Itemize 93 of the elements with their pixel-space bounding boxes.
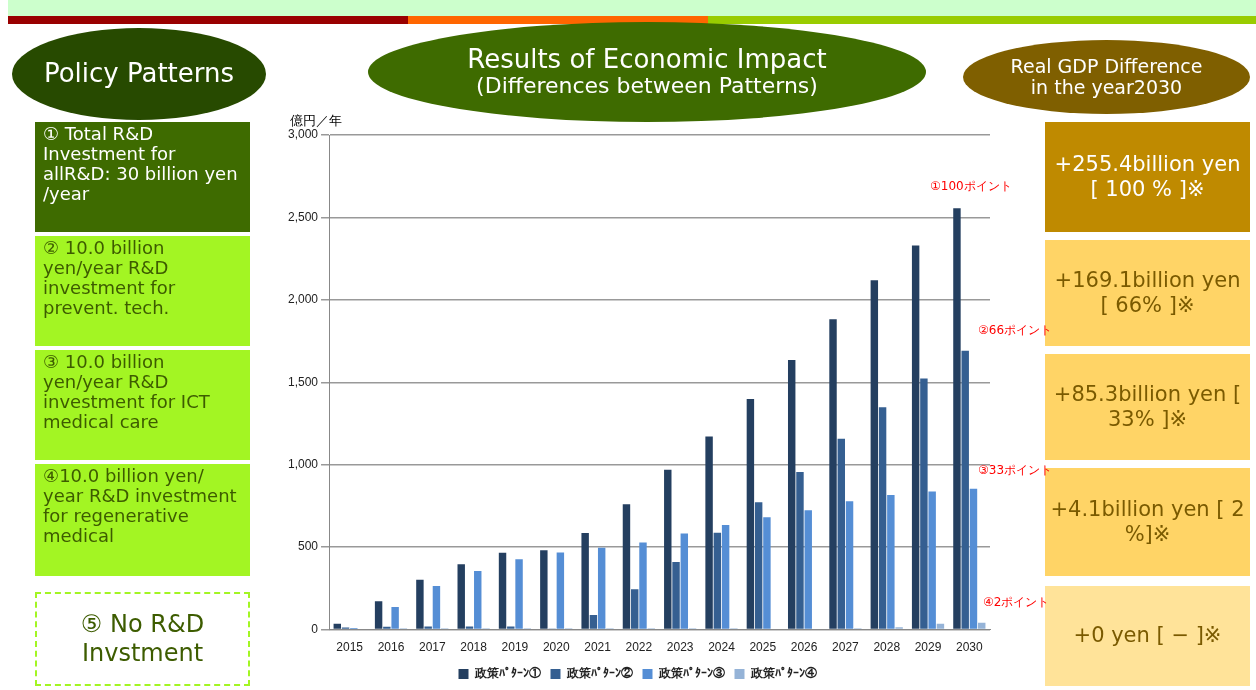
bar bbox=[465, 626, 474, 629]
x-tick-label: 2015 bbox=[336, 640, 364, 655]
bar bbox=[969, 488, 978, 629]
bar bbox=[920, 378, 928, 629]
legend-label: 政策ﾊﾟﾀｰﾝ④ bbox=[749, 666, 817, 681]
text: +169.1billion yen [ 66% ]※ bbox=[1054, 267, 1241, 317]
bar bbox=[870, 280, 879, 629]
annotation: ①100ポイント bbox=[930, 178, 1012, 195]
annotation: ②66ポイント bbox=[978, 322, 1053, 339]
bar bbox=[664, 469, 672, 629]
bar bbox=[705, 436, 713, 629]
bar bbox=[432, 585, 441, 629]
bar bbox=[581, 532, 589, 629]
text: Real GDP Difference in the year2030 bbox=[963, 40, 1250, 114]
bar bbox=[887, 494, 895, 629]
bar bbox=[936, 623, 945, 629]
x-tick-label: 2029 bbox=[914, 640, 942, 655]
bar bbox=[911, 245, 920, 629]
bar bbox=[928, 491, 936, 629]
x-tick-label: 2023 bbox=[666, 640, 694, 655]
y-tick-label: 3,000 bbox=[288, 127, 319, 142]
bar bbox=[796, 471, 804, 629]
bar bbox=[978, 622, 986, 629]
bar bbox=[556, 552, 565, 629]
bar bbox=[457, 564, 465, 629]
bar bbox=[631, 589, 639, 629]
bar bbox=[763, 517, 771, 629]
bar bbox=[961, 350, 969, 629]
text: ④10.0 billion yen/ year R&D investment for regenerative medical bbox=[35, 464, 250, 576]
bar bbox=[787, 360, 796, 629]
x-tick-label: 2030 bbox=[955, 640, 984, 655]
x-tick-label: 2025 bbox=[749, 640, 777, 655]
x-tick-label: 2022 bbox=[625, 640, 653, 655]
y-axis-title: 億円／年 bbox=[290, 112, 342, 129]
bar bbox=[374, 601, 383, 629]
bar bbox=[597, 547, 606, 629]
annotation: ④2ポイント bbox=[983, 594, 1050, 611]
annotation: ③33ポイント bbox=[978, 462, 1053, 479]
bar bbox=[721, 524, 730, 629]
text: Policy Patterns bbox=[12, 28, 266, 120]
legend-label: 政策ﾊﾟﾀｰﾝ① bbox=[473, 666, 541, 681]
y-tick-label: 2,500 bbox=[288, 209, 319, 224]
bar bbox=[639, 542, 647, 629]
bar bbox=[424, 626, 432, 629]
bar bbox=[622, 504, 631, 629]
chart-subtitle: (Differences between Patterns) bbox=[476, 73, 818, 99]
x-tick-label: 2021 bbox=[584, 640, 612, 655]
bar bbox=[837, 438, 845, 629]
text: +85.3billion yen [ 33% ]※ bbox=[1045, 354, 1250, 460]
bar bbox=[540, 550, 548, 629]
text: +4.1billion yen [ 2 %]※ bbox=[1050, 496, 1245, 546]
bar bbox=[391, 607, 399, 629]
y-tick-label: 1,000 bbox=[288, 457, 319, 472]
x-tick-label: 2020 bbox=[542, 640, 570, 655]
text: ③ 10.0 billion yen/year R&D investment for ICT medical care bbox=[35, 350, 250, 460]
bar bbox=[416, 579, 424, 629]
bar bbox=[672, 562, 680, 629]
y-tick-label: 1,500 bbox=[288, 374, 319, 389]
text: ① Total R&D Investment for allR&D: 30 billion yen /year bbox=[35, 122, 250, 232]
y-tick-label: 500 bbox=[298, 539, 319, 554]
x-tick-label: 2018 bbox=[460, 640, 488, 655]
bar bbox=[474, 570, 482, 629]
bar bbox=[953, 208, 961, 629]
bar bbox=[498, 552, 507, 629]
bar bbox=[829, 319, 837, 629]
x-tick-label: 2017 bbox=[418, 640, 446, 655]
x-tick-label: 2027 bbox=[832, 640, 860, 655]
bar bbox=[383, 626, 391, 629]
bar bbox=[589, 614, 598, 629]
bar bbox=[878, 407, 887, 629]
bar bbox=[507, 626, 515, 629]
y-tick-label: 2,000 bbox=[288, 292, 319, 307]
bar bbox=[804, 510, 812, 629]
bar bbox=[515, 559, 523, 629]
bar bbox=[713, 532, 722, 629]
x-tick-label: 2028 bbox=[873, 640, 901, 655]
text: ② 10.0 billion yen/year R&D investment for prevent. tech. bbox=[35, 236, 250, 346]
text: +0 yen [ − ]※ bbox=[1073, 623, 1222, 648]
chart-title: Results of Economic Impact bbox=[467, 44, 827, 75]
legend-label: 政策ﾊﾟﾀｰﾝ③ bbox=[657, 666, 725, 681]
text: ⑤ No R&D Invstment bbox=[35, 592, 250, 686]
x-tick-label: 2026 bbox=[790, 640, 818, 655]
bar bbox=[754, 502, 763, 629]
text: +255.4billion yen [ 100 % ]※ bbox=[1045, 122, 1250, 232]
x-tick-label: 2019 bbox=[501, 640, 529, 655]
bar bbox=[845, 501, 854, 629]
x-tick-label: 2024 bbox=[708, 640, 736, 655]
bar bbox=[746, 398, 755, 629]
legend-label: 政策ﾊﾟﾀｰﾝ② bbox=[565, 666, 633, 681]
bar bbox=[333, 623, 342, 629]
bar bbox=[680, 533, 689, 629]
x-tick-label: 2016 bbox=[377, 640, 405, 655]
y-tick-label: 0 bbox=[311, 621, 319, 636]
